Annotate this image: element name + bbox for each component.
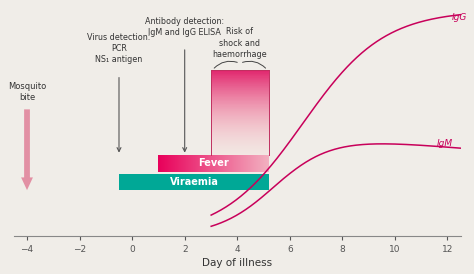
- Bar: [211, 86, 269, 87]
- Bar: [211, 103, 269, 104]
- Bar: [211, 71, 269, 72]
- Bar: [211, 90, 269, 91]
- Bar: [211, 111, 269, 112]
- Bar: [211, 84, 269, 85]
- Bar: [211, 146, 269, 147]
- Bar: [211, 132, 269, 133]
- Bar: [211, 137, 269, 138]
- Bar: [211, 97, 269, 98]
- Bar: [211, 112, 269, 113]
- Bar: [211, 100, 269, 101]
- Bar: [211, 138, 269, 139]
- Bar: [211, 133, 269, 134]
- Bar: [211, 139, 269, 140]
- Bar: [211, 152, 269, 153]
- Bar: [211, 105, 269, 106]
- Bar: [211, 85, 269, 86]
- Bar: [211, 151, 269, 152]
- Text: IgG: IgG: [451, 13, 467, 22]
- Bar: [211, 79, 269, 80]
- Bar: [211, 117, 269, 118]
- Bar: [211, 102, 269, 103]
- Bar: [211, 99, 269, 100]
- Bar: [211, 134, 269, 135]
- Bar: [211, 77, 269, 78]
- Bar: [211, 108, 269, 109]
- Bar: [211, 140, 269, 141]
- Bar: [211, 91, 269, 92]
- Bar: [211, 96, 269, 97]
- Bar: [211, 107, 269, 108]
- Bar: [211, 109, 269, 110]
- Text: Virus detection:
PCR
NS₁ antigen: Virus detection: PCR NS₁ antigen: [87, 33, 151, 64]
- Bar: [211, 114, 269, 115]
- Bar: [211, 104, 269, 105]
- Bar: [211, 143, 269, 144]
- Bar: [211, 125, 269, 126]
- Bar: [211, 78, 269, 79]
- Bar: [211, 75, 269, 76]
- Bar: [211, 70, 269, 71]
- Bar: [211, 145, 269, 146]
- Bar: [211, 123, 269, 124]
- Bar: [211, 141, 269, 142]
- Bar: [211, 92, 269, 93]
- Bar: [211, 106, 269, 107]
- Bar: [211, 131, 269, 132]
- Bar: [211, 122, 269, 123]
- Bar: [211, 144, 269, 145]
- Bar: [211, 126, 269, 127]
- Bar: [211, 150, 269, 151]
- Bar: [211, 80, 269, 81]
- Bar: [211, 136, 269, 137]
- Text: Antibody detection:
IgM and IgG ELISA: Antibody detection: IgM and IgG ELISA: [145, 17, 224, 37]
- Bar: [211, 153, 269, 154]
- Bar: [211, 83, 269, 84]
- Bar: [119, 173, 269, 190]
- Bar: [211, 95, 269, 96]
- Bar: [211, 101, 269, 102]
- Bar: [211, 88, 269, 89]
- Bar: [211, 94, 269, 95]
- Bar: [211, 73, 269, 74]
- Bar: [211, 148, 269, 149]
- Bar: [211, 118, 269, 119]
- Text: Mosquito
bite: Mosquito bite: [8, 82, 46, 102]
- Text: IgM: IgM: [437, 139, 453, 149]
- Bar: [211, 82, 269, 83]
- Bar: [211, 130, 269, 131]
- Bar: [211, 72, 269, 73]
- Bar: [211, 113, 269, 114]
- Bar: [211, 129, 269, 130]
- Bar: [211, 76, 269, 77]
- Bar: [211, 115, 269, 116]
- Bar: [211, 119, 269, 120]
- Bar: [211, 127, 269, 128]
- Bar: [211, 120, 269, 121]
- Bar: [211, 147, 269, 148]
- Bar: [211, 149, 269, 150]
- Text: Risk of
shock and
haemorrhage: Risk of shock and haemorrhage: [212, 27, 267, 59]
- Bar: [211, 124, 269, 125]
- Bar: [211, 142, 269, 143]
- Bar: [211, 116, 269, 117]
- X-axis label: Day of illness: Day of illness: [202, 258, 273, 269]
- Bar: [211, 81, 269, 82]
- Text: Fever: Fever: [198, 158, 229, 168]
- Bar: [211, 121, 269, 122]
- Bar: [211, 110, 269, 111]
- Bar: [211, 154, 269, 155]
- Bar: [211, 93, 269, 94]
- Bar: [211, 87, 269, 88]
- Bar: [211, 135, 269, 136]
- FancyArrow shape: [21, 109, 33, 190]
- Bar: [211, 128, 269, 129]
- Text: Viraemia: Viraemia: [170, 177, 219, 187]
- Bar: [211, 74, 269, 75]
- Bar: [211, 98, 269, 99]
- Bar: [211, 89, 269, 90]
